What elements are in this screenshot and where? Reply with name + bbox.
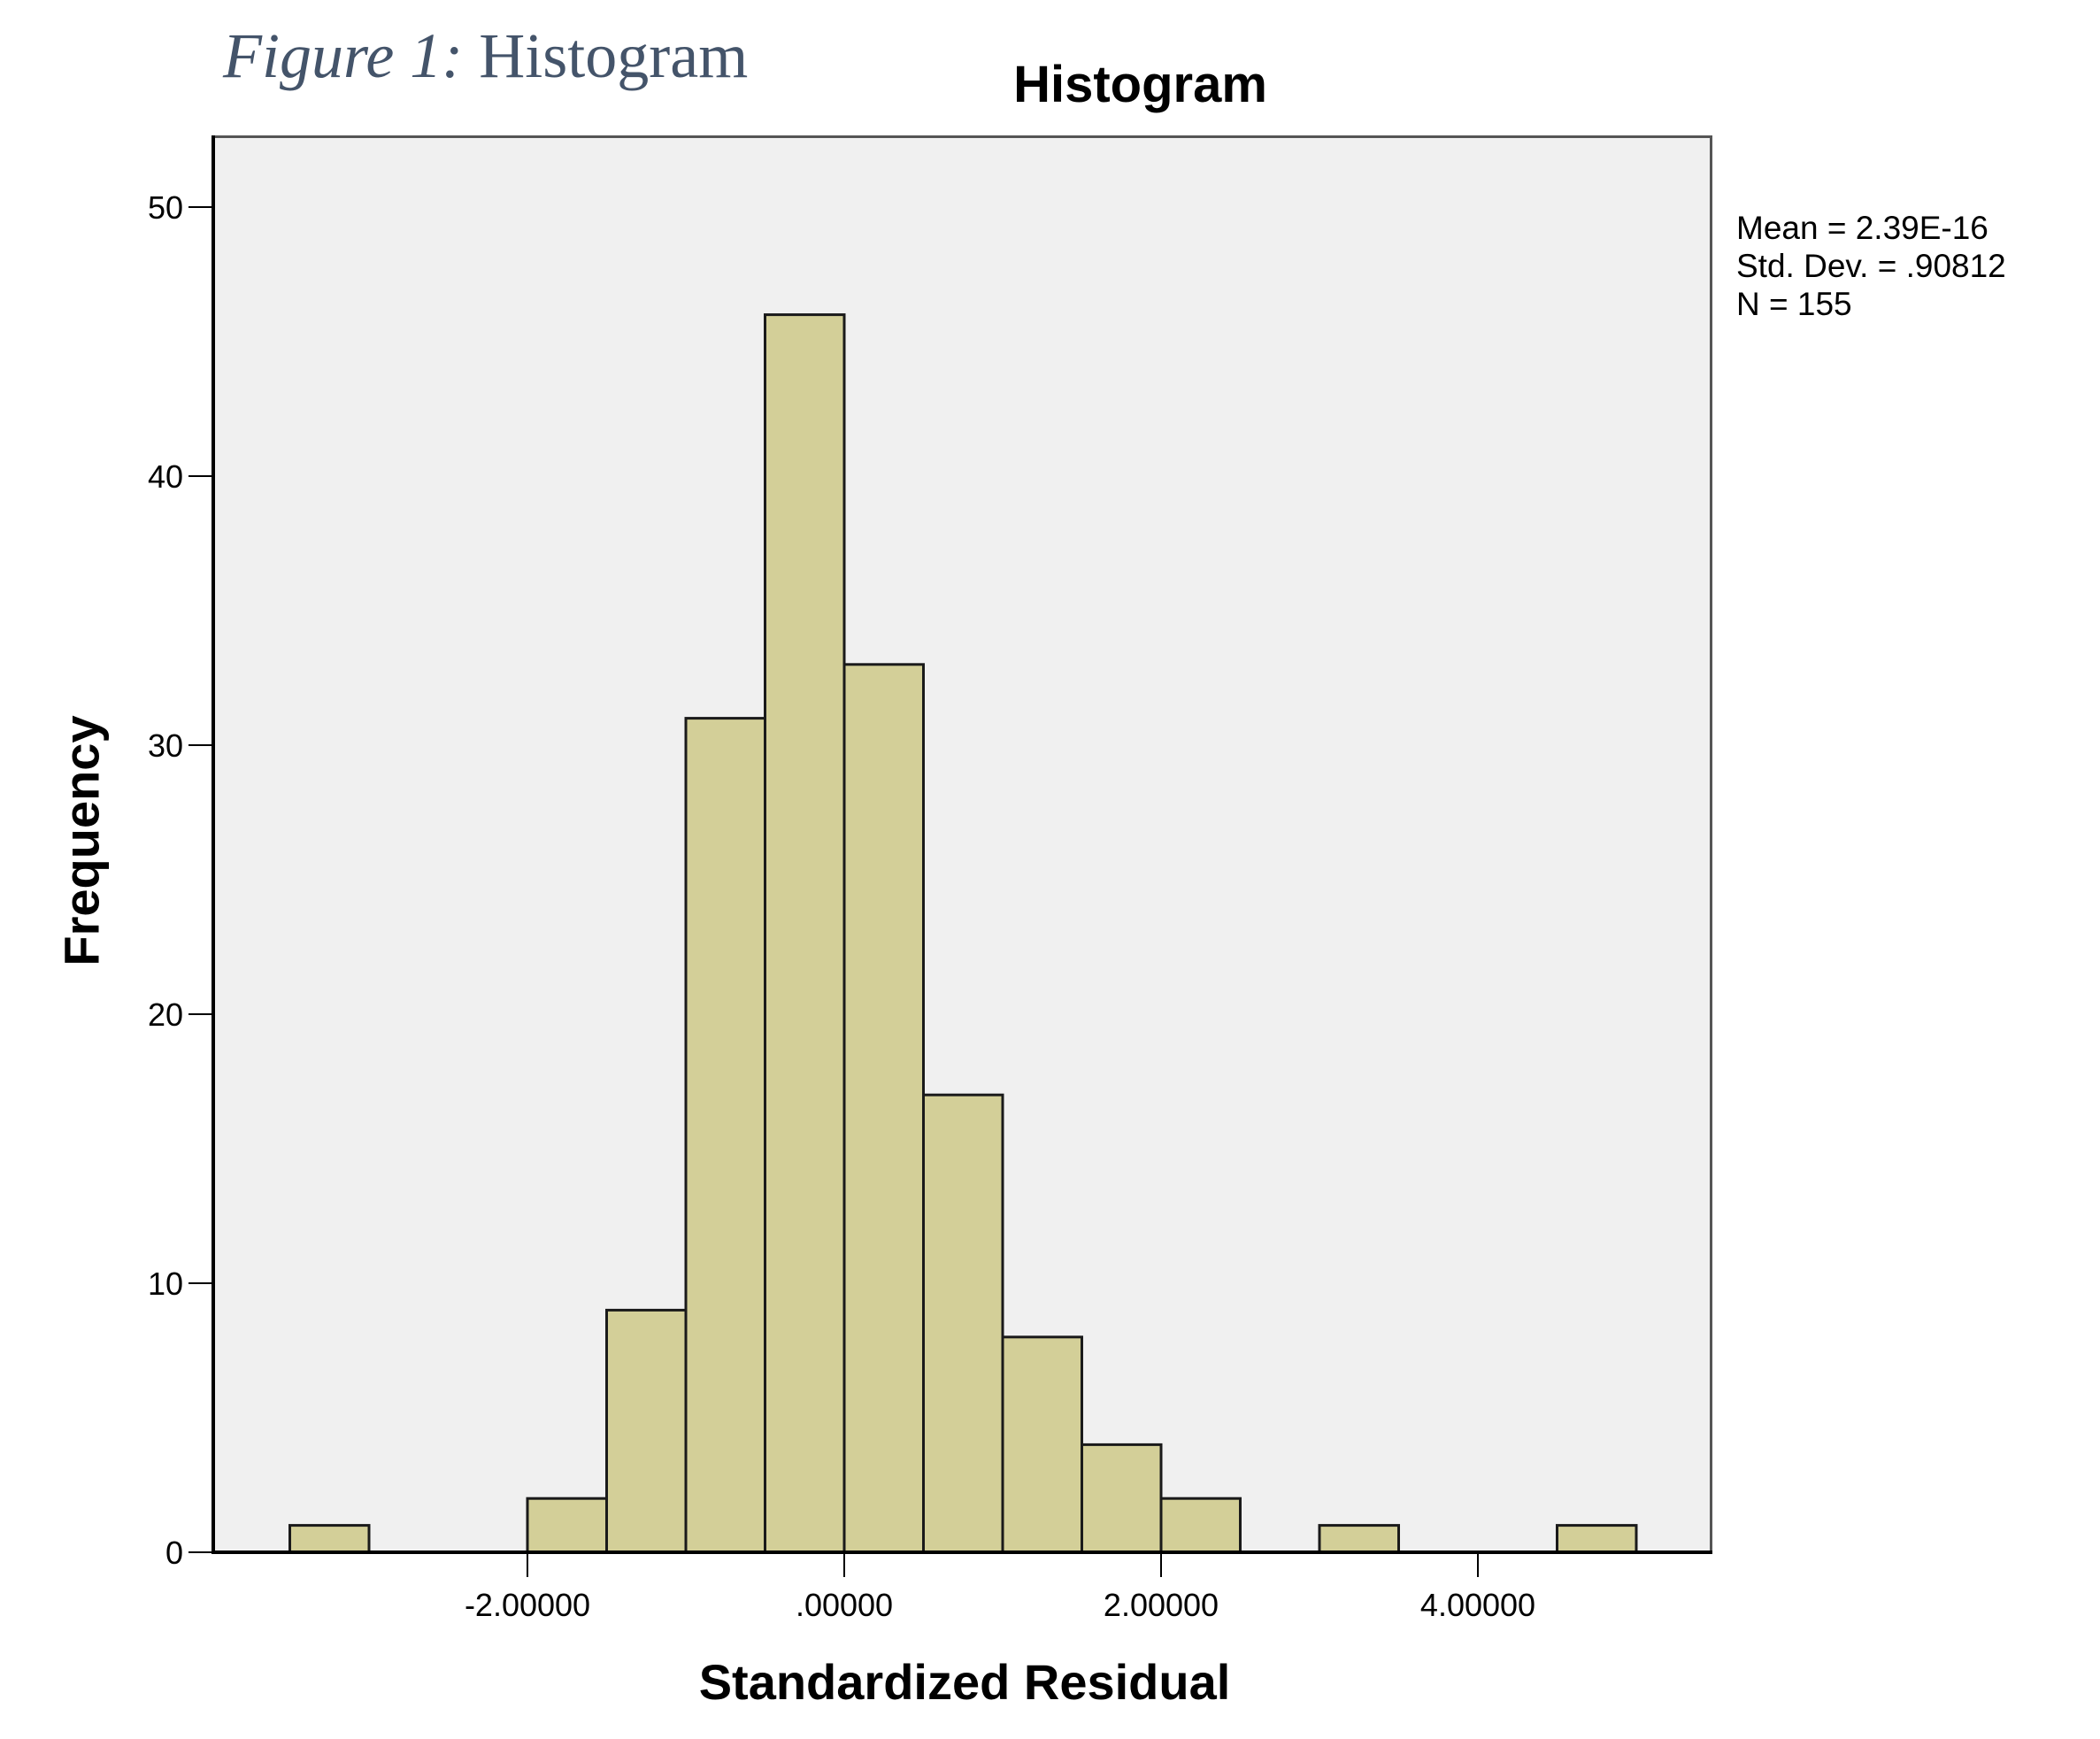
x-tick-label: .00000 xyxy=(796,1587,893,1623)
axes: 0 10 20 30 40 50 -2.00000 .00000 2.00000 4.00000 xyxy=(148,135,1712,1623)
x-tick-label: 2.00000 xyxy=(1104,1587,1219,1623)
stats-legend: Mean = 2.39E-16 Std. Dev. = .90812 N = 1… xyxy=(1736,209,2006,323)
histogram-bars xyxy=(288,313,1638,1554)
figure-caption-title: Histogram xyxy=(463,20,749,91)
figure-caption: Figure 1: Histogram xyxy=(223,19,748,93)
y-tick-label: 10 xyxy=(148,1266,183,1302)
y-tick-label: 20 xyxy=(148,996,183,1033)
x-tick-label: -2.00000 xyxy=(465,1587,590,1623)
stat-n: N = 155 xyxy=(1736,286,1852,322)
y-tick-label: 40 xyxy=(148,458,183,495)
histogram-bar xyxy=(288,1524,371,1554)
histogram-bar xyxy=(1001,1335,1083,1554)
y-tick-label: 30 xyxy=(148,727,183,764)
y-tick-label: 0 xyxy=(165,1535,183,1571)
y-tick-label: 50 xyxy=(148,189,183,226)
figure-label: Figure 1: xyxy=(223,20,464,91)
x-axis-label: Standardized Residual xyxy=(698,1654,1231,1710)
histogram-bar xyxy=(1159,1497,1242,1554)
stat-std-dev: Std. Dev. = .90812 xyxy=(1736,248,2006,284)
histogram-bar xyxy=(842,663,925,1554)
histogram-bar xyxy=(764,313,846,1554)
y-axis-label: Frequency xyxy=(53,715,110,966)
histogram-bar xyxy=(605,1308,688,1554)
stat-mean: Mean = 2.39E-16 xyxy=(1736,210,1988,246)
x-tick-label: 4.00000 xyxy=(1420,1587,1535,1623)
histogram-bar xyxy=(1318,1524,1400,1554)
histogram-bar xyxy=(684,717,766,1554)
chart-title: Histogram xyxy=(1013,56,1267,113)
histogram-bar xyxy=(526,1497,608,1554)
histogram-bar xyxy=(1556,1524,1638,1554)
histogram-bar xyxy=(1081,1443,1163,1554)
histogram-bar xyxy=(922,1093,1004,1554)
